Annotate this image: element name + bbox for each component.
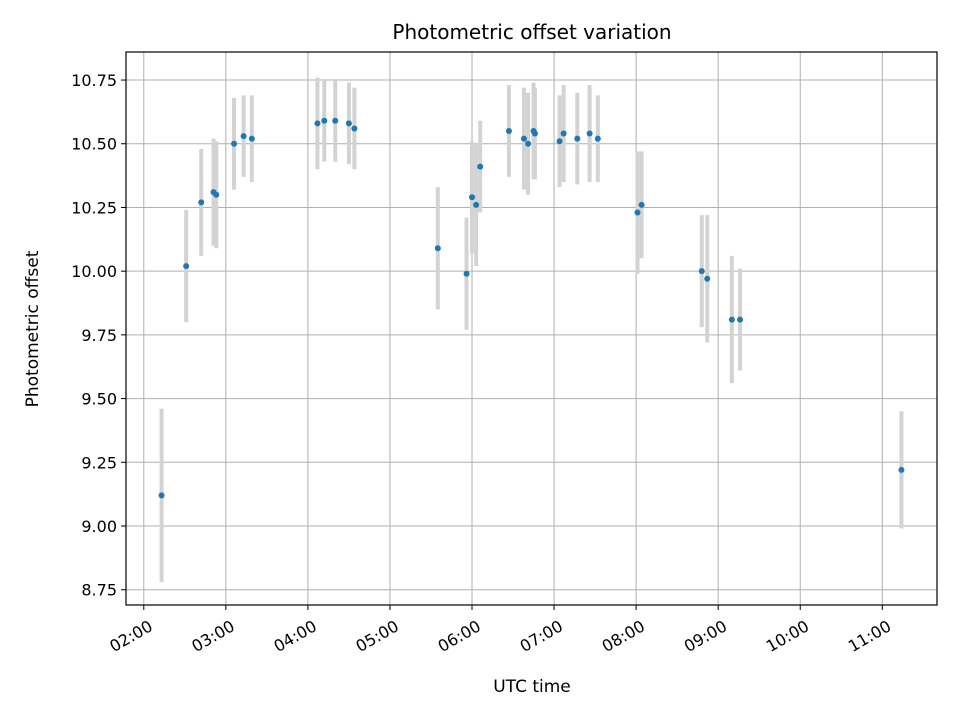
y-tick-label: 9.25 (81, 453, 117, 472)
y-tick-label: 9.75 (81, 326, 117, 345)
data-point (477, 163, 484, 170)
y-tick-label: 10.00 (71, 262, 117, 281)
data-point (698, 268, 705, 275)
data-point (898, 466, 905, 473)
y-tick-label: 10.50 (71, 135, 117, 154)
data-point (638, 201, 645, 208)
data-point (556, 138, 563, 145)
x-axis-label: UTC time (493, 677, 571, 697)
data-point (634, 209, 641, 216)
data-point (469, 194, 476, 201)
data-point (314, 120, 321, 127)
data-point (231, 140, 238, 147)
data-point (183, 263, 190, 270)
y-tick-label: 9.00 (81, 517, 117, 536)
data-point (574, 135, 581, 142)
y-tick-label: 10.75 (71, 71, 117, 90)
point-layer (158, 117, 905, 499)
data-point (560, 130, 567, 137)
y-axis-label: Photometric offset (23, 250, 43, 407)
data-point (345, 120, 352, 127)
data-point (463, 270, 470, 277)
data-point (737, 316, 744, 323)
y-tick-label: 9.50 (81, 390, 117, 409)
data-point (198, 199, 205, 206)
data-point (434, 245, 441, 252)
data-point (505, 128, 512, 134)
data-point (704, 275, 711, 282)
data-point (240, 133, 247, 140)
grid-layer (126, 52, 937, 605)
data-point (594, 135, 601, 142)
data-point (332, 117, 339, 124)
data-point (525, 140, 532, 147)
data-point (351, 125, 358, 132)
data-point (158, 492, 165, 499)
data-point (321, 117, 328, 124)
data-point (586, 130, 593, 137)
data-point (248, 135, 255, 142)
y-tick-label: 10.25 (71, 198, 117, 217)
plot-frame (125, 51, 938, 606)
data-point (213, 191, 220, 198)
data-point (728, 316, 735, 323)
y-tick-label: 8.75 (81, 581, 117, 600)
data-point (473, 201, 480, 208)
chart-title: Photometric offset variation (392, 20, 671, 44)
data-point (531, 130, 538, 137)
data-point (520, 135, 527, 142)
